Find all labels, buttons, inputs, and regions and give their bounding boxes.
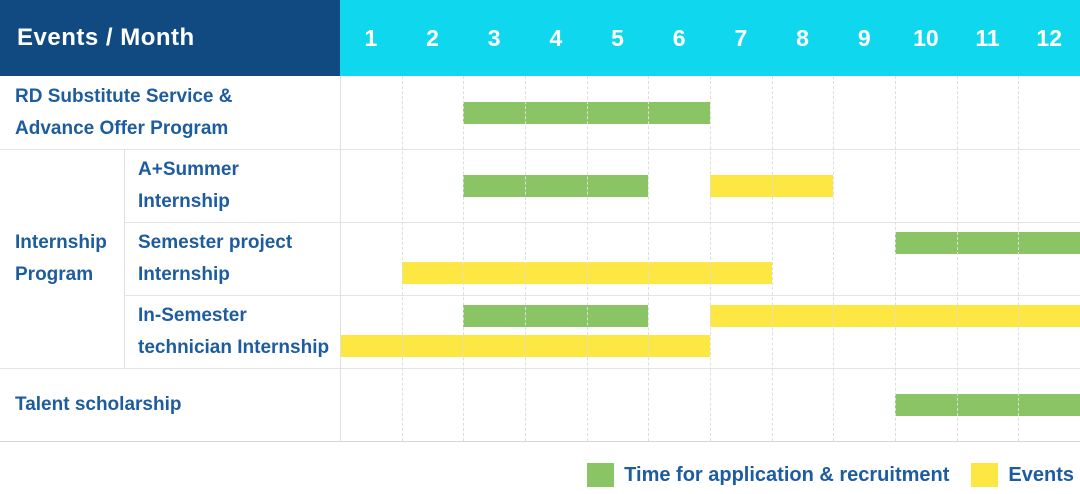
legend-item-event: Events (971, 463, 1074, 487)
month-grid-line (1018, 76, 1020, 441)
label-chart-divider-line (340, 76, 341, 441)
row-label-5: Talent scholarship (15, 368, 335, 441)
legend-label-event: Events (1008, 463, 1074, 486)
label-line: A+Summer (138, 158, 239, 180)
row-separator-line (124, 295, 1080, 296)
month-grid-line (895, 76, 896, 441)
gantt-body: RD Substitute Service & Advance Offer Pro… (0, 76, 1080, 442)
gantt-bar-application (895, 393, 1080, 416)
label-line: RD Substitute Service & (15, 85, 233, 107)
gantt-bar-application (463, 174, 649, 197)
row-separator-line (124, 222, 1080, 223)
month-grid-line (648, 76, 650, 441)
legend-swatch-application-icon (587, 463, 615, 487)
row-label-1: RD Substitute Service & Advance Offer Pro… (15, 76, 335, 149)
row-separator-line (0, 441, 1080, 442)
month-grid-line (710, 76, 711, 441)
month-header-cell-11: 11 (975, 24, 1000, 51)
month-header-cell-12: 12 (1036, 24, 1063, 51)
month-grid-line (956, 76, 958, 441)
month-grid-line (771, 76, 773, 441)
month-header-cell-10: 10 (913, 24, 939, 51)
legend-label-application: Time for application & recruitment (624, 463, 950, 486)
table-header-cell: Events / Month (0, 0, 340, 76)
page-title: Events / Month (17, 24, 195, 51)
month-header-cell-4: 4 (549, 24, 563, 51)
month-grid-line (401, 76, 403, 441)
month-header-cell-8: 8 (796, 24, 809, 51)
month-grid-line (833, 76, 835, 441)
month-grid-line (525, 76, 526, 441)
row-separator-line (0, 149, 1080, 150)
row-label-4: In-Semester technician Internship (138, 295, 336, 368)
label-line: Internship (15, 231, 107, 253)
month-grid-line (586, 76, 588, 441)
label-line: In-Semester (138, 304, 247, 326)
month-header-row: 1 2 3 4 5 6 7 8 9 10 11 12 (340, 0, 1080, 76)
legend-item-application: Time for application & recruitment (587, 463, 949, 487)
label-line: Internship (138, 190, 230, 212)
row-separator-line (0, 368, 1080, 369)
legend: Time for application & recruitment Event… (587, 455, 1074, 494)
gantt-bar-application (463, 305, 649, 327)
month-header-cell-5: 5 (611, 24, 624, 51)
label-line: Program (15, 263, 94, 285)
group-divider-line (124, 149, 125, 368)
month-header-cell-3: 3 (487, 24, 501, 51)
label-line: Talent scholarship (15, 393, 182, 415)
label-line: technician Internship (138, 336, 330, 358)
label-line: Internship (138, 263, 230, 285)
month-header-cell-2: 2 (426, 24, 439, 51)
gantt-bar-application (895, 232, 1080, 254)
month-header-cell-9: 9 (857, 24, 871, 51)
month-header-cell-1: 1 (364, 24, 378, 51)
label-line: Advance Offer Program (15, 117, 229, 139)
month-header-cell-6: 6 (672, 24, 686, 51)
label-line: Semester project (138, 231, 293, 253)
legend-swatch-event-icon (971, 463, 999, 487)
row-label-2: A+Summer Internship (138, 149, 336, 222)
row-label-3: Semester project Internship (138, 222, 336, 295)
month-header-cell-7: 7 (734, 24, 748, 51)
group-label-internship-program: Internship Program (15, 149, 121, 368)
month-grid-line (463, 76, 465, 441)
